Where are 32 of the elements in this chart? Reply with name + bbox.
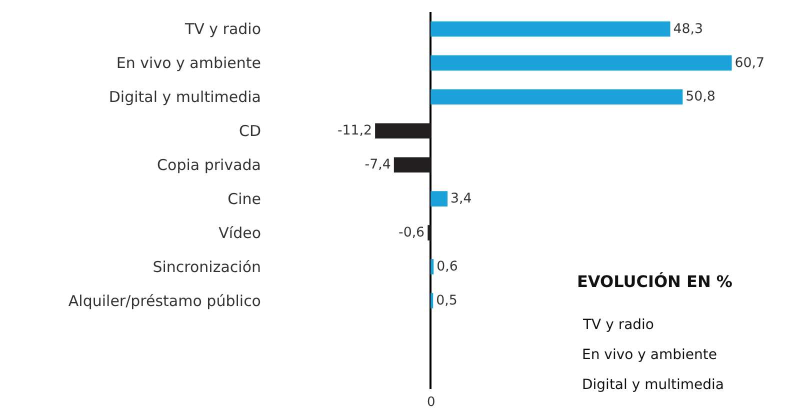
y-tick-label: Copia privada <box>157 156 261 174</box>
y-tick-label: Cine <box>228 190 261 208</box>
bar <box>430 191 448 206</box>
y-tick-label: Digital y multimedia <box>108 88 261 106</box>
text: En vivo y ambiente <box>582 347 717 363</box>
data-label: 0,6 <box>436 260 458 275</box>
bar <box>430 55 732 71</box>
text: Digital y multimedia <box>582 377 724 393</box>
data-label: 48,3 <box>673 22 704 37</box>
y-tick-label: Sincronización <box>152 258 261 276</box>
data-label: 50,8 <box>686 90 716 105</box>
annotation: TV y radio <box>582 317 654 333</box>
y-tick-label: CD <box>238 122 261 140</box>
data-label: -0,6 <box>398 226 425 241</box>
bar <box>428 225 431 240</box>
data-label: -11,2 <box>337 124 372 139</box>
data-label: -7,4 <box>364 158 391 173</box>
bar <box>430 21 670 37</box>
y-tick-label: En vivo y ambiente <box>116 54 261 72</box>
y-tick-label: Vídeo <box>218 224 261 242</box>
annotation: 0 <box>427 395 436 410</box>
data-label: 0,5 <box>436 294 458 309</box>
bar <box>375 123 431 139</box>
annotation: EVOLUCIÓN EN % <box>577 272 732 291</box>
data-label: 3,4 <box>450 192 472 207</box>
bar <box>430 259 434 274</box>
bar <box>430 293 434 308</box>
bar <box>430 89 683 105</box>
y-tick-label: Alquiler/préstamo público <box>68 292 261 310</box>
y-tick-label: TV y radio <box>184 20 261 38</box>
bar <box>394 157 431 172</box>
data-label: 60,7 <box>734 56 765 71</box>
